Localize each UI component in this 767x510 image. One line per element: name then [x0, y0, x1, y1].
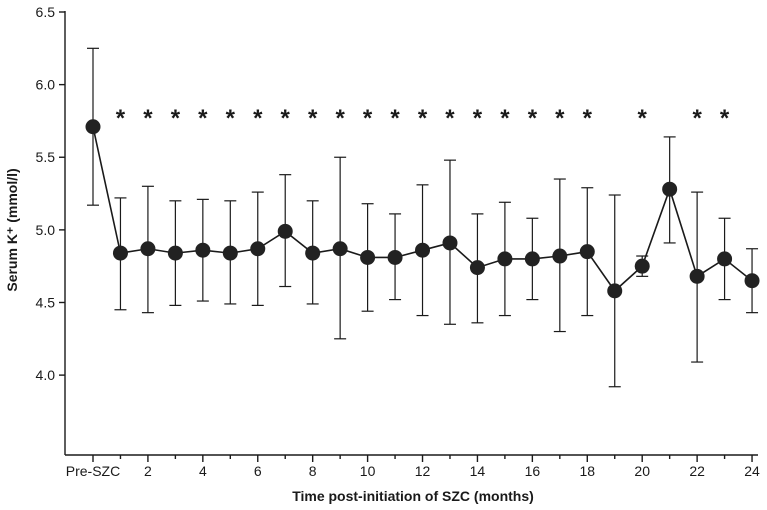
x-tick-label: Pre-SZC	[66, 463, 120, 479]
data-point	[387, 249, 403, 265]
x-tick-label: 22	[689, 463, 705, 479]
significance-star: *	[253, 105, 263, 132]
data-point	[497, 251, 513, 267]
x-tick-label: 20	[634, 463, 650, 479]
significance-star: *	[418, 105, 428, 132]
data-point	[277, 223, 293, 239]
significance-star: *	[692, 105, 702, 132]
data-point	[195, 242, 211, 258]
data-point	[634, 258, 650, 274]
significance-star: *	[308, 105, 318, 132]
data-point	[744, 273, 760, 289]
significance-star: *	[390, 105, 400, 132]
data-point	[305, 245, 321, 261]
significance-star: *	[473, 105, 483, 132]
significance-star: *	[171, 105, 181, 132]
data-point	[360, 249, 376, 265]
data-point	[579, 244, 595, 260]
data-point	[717, 251, 733, 267]
data-point	[607, 283, 623, 299]
data-point	[140, 241, 156, 257]
significance-star: *	[555, 105, 565, 132]
x-tick-label: 4	[199, 463, 207, 479]
data-point	[167, 245, 183, 261]
x-tick-label: 18	[579, 463, 595, 479]
x-axis-title: Time post-initiation of SZC (months)	[292, 488, 534, 504]
significance-star: *	[281, 105, 291, 132]
significance-star: *	[143, 105, 153, 132]
significance-star: *	[116, 105, 126, 132]
data-point	[469, 260, 485, 276]
data-point	[662, 181, 678, 197]
significance-star: *	[720, 105, 730, 132]
data-point	[442, 235, 458, 251]
significance-markers: * * * * * * * * * * * * * * * * * * * * *	[116, 105, 730, 132]
data-point	[250, 241, 266, 257]
x-tick-label: 10	[360, 463, 376, 479]
significance-star: *	[500, 105, 510, 132]
x-tick-label: 16	[525, 463, 541, 479]
y-tick-label: 5.0	[36, 222, 56, 238]
x-tick-label: 24	[744, 463, 760, 479]
significance-star: *	[363, 105, 373, 132]
significance-star: *	[226, 105, 236, 132]
x-tick-label: 2	[144, 463, 152, 479]
y-tick-label: 4.5	[36, 294, 56, 310]
data-point	[524, 251, 540, 267]
data-point	[415, 242, 431, 258]
significance-star: *	[583, 105, 593, 132]
significance-star: *	[445, 105, 455, 132]
significance-star: *	[335, 105, 345, 132]
y-tick-label: 6.5	[36, 4, 56, 20]
data-points	[85, 119, 760, 299]
x-tick-label: 14	[470, 463, 486, 479]
significance-star: *	[198, 105, 208, 132]
x-tick-label: 8	[309, 463, 317, 479]
y-tick-label: 6.0	[36, 77, 56, 93]
significance-star: *	[638, 105, 648, 132]
data-point	[222, 245, 238, 261]
y-axis-title: Serum K⁺ (mmol/l)	[4, 168, 20, 291]
data-point	[552, 248, 568, 264]
y-tick-label: 5.5	[36, 149, 56, 165]
data-point	[112, 245, 128, 261]
x-tick-label: 12	[415, 463, 431, 479]
error-bars	[87, 47, 759, 388]
data-point	[332, 241, 348, 257]
significance-star: *	[528, 105, 538, 132]
x-tick-label: 6	[254, 463, 262, 479]
y-tick-label: 4.0	[36, 367, 56, 383]
data-point	[689, 268, 705, 284]
data-point	[85, 119, 101, 135]
